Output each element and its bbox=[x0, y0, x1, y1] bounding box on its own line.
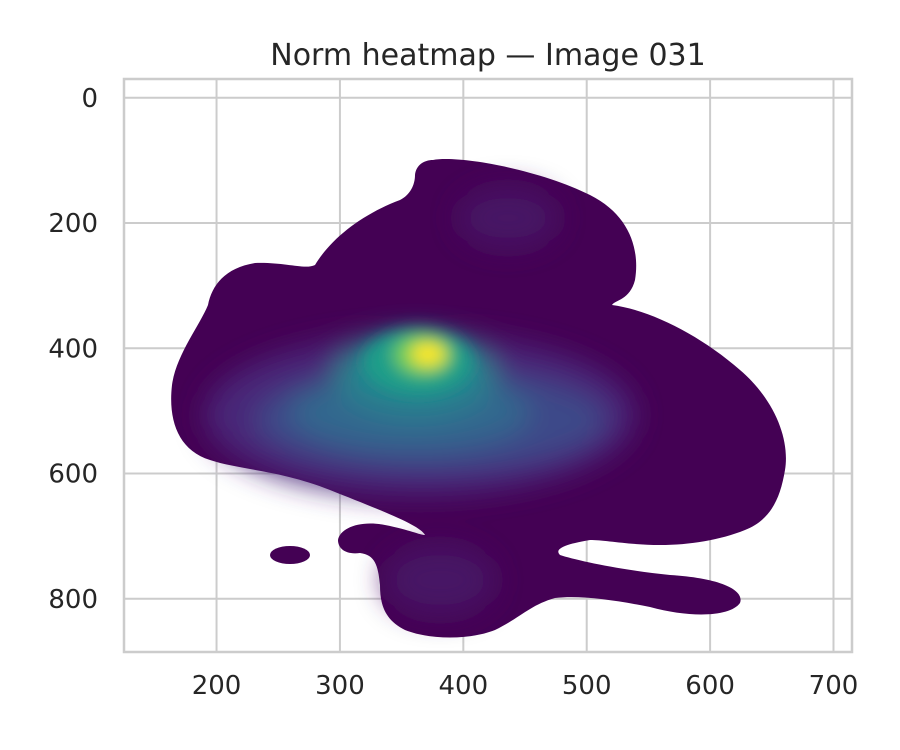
x-tick-label: 200 bbox=[192, 671, 242, 701]
x-tick-label: 400 bbox=[439, 671, 489, 701]
density-peak bbox=[411, 342, 445, 366]
y-tick-label: 800 bbox=[48, 585, 98, 615]
y-tick-label: 400 bbox=[48, 334, 98, 364]
density-secondary-bottom bbox=[385, 545, 495, 615]
x-tick-label: 500 bbox=[562, 671, 612, 701]
density-secondary-top bbox=[458, 188, 558, 248]
x-axis: 200 300 400 500 600 700 bbox=[192, 671, 859, 701]
y-tick-label: 600 bbox=[48, 460, 98, 490]
x-tick-label: 300 bbox=[315, 671, 365, 701]
density-region-isolated bbox=[270, 546, 310, 564]
axes-frame bbox=[122, 77, 854, 654]
y-axis: 0 200 400 600 800 bbox=[48, 84, 98, 615]
y-tick-label: 200 bbox=[48, 209, 98, 239]
x-tick-label: 700 bbox=[809, 671, 859, 701]
x-tick-label: 600 bbox=[685, 671, 735, 701]
y-tick-label: 0 bbox=[81, 84, 98, 114]
chart-title: Norm heatmap — Image 031 bbox=[270, 38, 705, 73]
density-layer bbox=[171, 159, 786, 638]
